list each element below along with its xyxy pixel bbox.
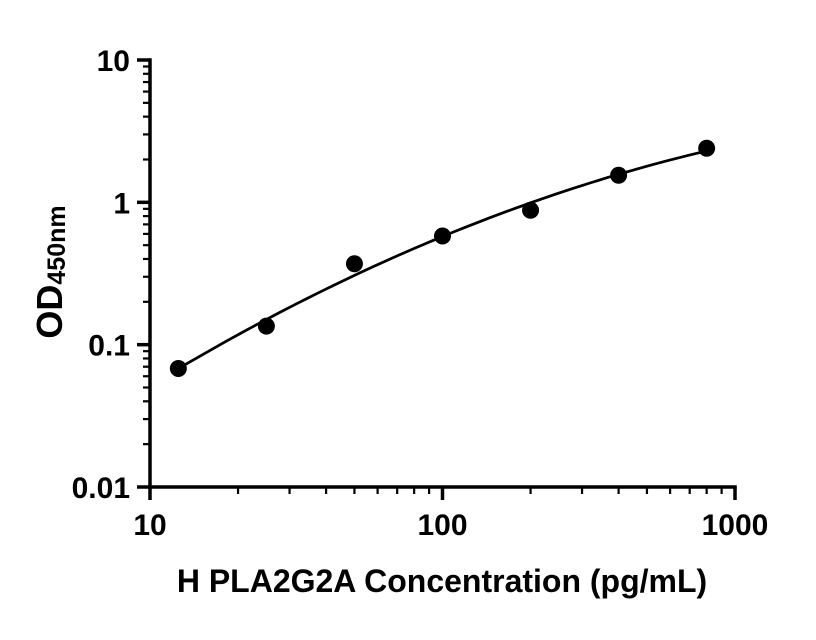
data-point (698, 139, 716, 157)
y-axis-tick-labels: 0.01 0.1 1 10 (72, 45, 130, 505)
x-tick-label: 10 (133, 509, 166, 542)
y-tick-label: 0.1 (88, 330, 130, 363)
axes (148, 58, 737, 489)
x-axis-ticks (148, 487, 737, 500)
data-point (522, 201, 540, 219)
x-tick-label: 100 (417, 509, 467, 542)
data-point (434, 227, 451, 245)
x-axis-label: H PLA2G2A Concentration (pg/mL) (177, 563, 707, 599)
x-tick-label: 1000 (702, 509, 769, 542)
data-point (169, 360, 187, 378)
x-axis-tick-labels: 10 100 1000 (133, 509, 768, 542)
data-points (169, 139, 716, 378)
y-axis-label-main: OD (29, 285, 70, 339)
data-point (257, 317, 275, 335)
y-tick-label: 10 (97, 45, 130, 78)
y-axis-ticks (137, 58, 150, 489)
y-axis-label: OD450nm (29, 205, 71, 338)
y-tick-label: 1 (113, 187, 130, 220)
data-point (345, 255, 363, 273)
y-tick-label: 0.01 (72, 472, 130, 505)
fit-curve (172, 149, 707, 373)
y-axis-label-subscript: 450nm (43, 205, 71, 284)
data-point (610, 166, 628, 184)
